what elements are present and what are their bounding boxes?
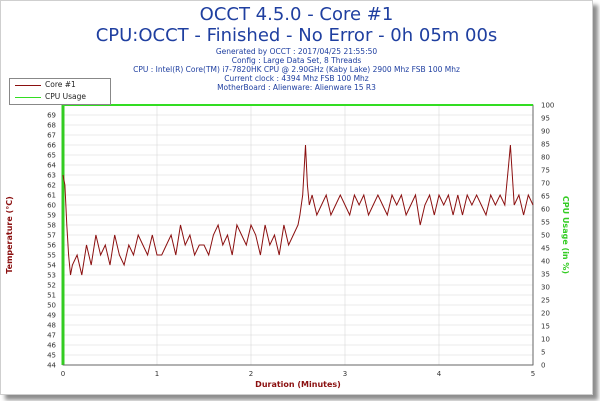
y-tick-label: 64 [47,162,56,170]
chart-subtitle: CPU:OCCT - Finished - No Error - 0h 05m … [95,25,498,46]
legend-swatch-cpu-usage [15,97,41,98]
info-current-clock: Current clock : 4394 Mhz FSB 100 Mhz [224,74,369,83]
y-tick-label: 59 [47,212,56,220]
chart-title: OCCT 4.5.0 - Core #1 [199,4,394,25]
y2-tick-label: 95 [541,115,550,123]
legend-label-core1: Core #1 [45,80,76,89]
y2-axis-title: CPU Usage (in %) [561,196,570,274]
y2-tick-label: 75 [541,167,550,175]
chart-svg: 4445464748495051525354555657585960616263… [5,102,570,390]
y-axis-title: Temperature (°C) [5,196,14,274]
y2-tick-label: 25 [541,297,550,305]
y-tick-label: 60 [47,202,56,210]
x-axis-title: Duration (Minutes) [255,380,341,389]
y2-tick-label: 35 [541,271,550,279]
y2-tick-label: 45 [541,245,550,253]
y2-tick-label: 0 [541,362,545,370]
y-tick-label: 53 [47,272,56,280]
y-tick-label: 52 [47,282,56,290]
y2-tick-label: 55 [541,219,550,227]
y2-tick-label: 90 [541,128,550,136]
info-generated: Generated by OCCT : 2017/04/25 21:55:50 [215,47,378,56]
chart-window: OCCT 4.5.0 - Core #1 CPU:OCCT - Finished… [0,0,593,395]
series-line-core1 [62,144,534,276]
y2-tick-label: 50 [541,232,550,240]
y-tick-label: 49 [47,312,56,320]
y2-tick-label: 70 [541,180,550,188]
y-tick-label: 65 [47,152,56,160]
y-tick-label: 61 [47,192,56,200]
info-config: Config : Large Data Set, 8 Threads [231,56,362,65]
y-tick-label: 69 [47,112,56,120]
x-tick-label: 3 [343,370,347,378]
y-tick-label: 46 [47,342,56,350]
y-tick-label: 47 [47,332,56,340]
y-tick-label: 56 [47,242,56,250]
legend: Core #1 CPU Usage [9,78,111,105]
legend-item-cpu-usage: CPU Usage [10,91,110,103]
x-tick-label: 0 [61,370,65,378]
y2-tick-label: 80 [541,154,550,162]
y-tick-label: 58 [47,222,56,230]
y2-tick-label: 10 [541,336,550,344]
y-tick-label: 50 [47,302,56,310]
y-tick-label: 44 [47,362,56,370]
y2-tick-label: 15 [541,323,550,331]
y2-tick-label: 30 [541,284,550,292]
y2-tick-label: 5 [541,349,545,357]
x-tick-label: 1 [155,370,159,378]
y-tick-label: 62 [47,182,56,190]
legend-label-cpu-usage: CPU Usage [45,92,87,101]
x-tick-label: 5 [531,370,535,378]
y-tick-label: 51 [47,292,56,300]
y-tick-label: 57 [47,232,56,240]
info-cpu: CPU : Intel(R) Core(TM) i7-7820HK CPU @ … [133,65,460,74]
y-tick-label: 45 [47,352,56,360]
y-tick-label: 67 [47,132,56,140]
y2-tick-label: 40 [541,258,550,266]
y-tick-label: 48 [47,322,56,330]
legend-item-core1: Core #1 [10,79,110,91]
y-tick-label: 63 [47,172,56,180]
info-motherboard: MotherBoard : Alienware: Alienware 15 R3 [217,83,376,92]
y-tick-label: 54 [47,262,56,270]
x-tick-label: 2 [249,370,253,378]
y-tick-label: 66 [47,142,56,150]
y2-tick-label: 85 [541,141,550,149]
y2-tick-label: 20 [541,310,550,318]
y2-tick-label: 60 [541,206,550,214]
y-tick-label: 55 [47,252,56,260]
y2-tick-label: 65 [541,193,550,201]
x-tick-label: 4 [437,370,442,378]
y-tick-label: 68 [47,122,56,130]
legend-swatch-core1 [15,85,41,86]
y2-tick-label: 100 [541,102,554,110]
